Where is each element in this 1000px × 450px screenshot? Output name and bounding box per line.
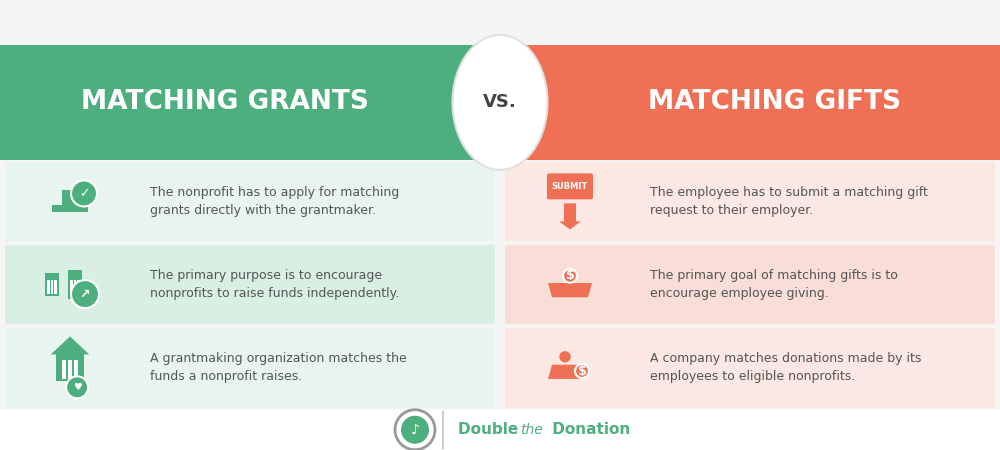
Text: The primary goal of matching gifts is to
encourage employee giving.: The primary goal of matching gifts is to…: [650, 269, 898, 300]
Bar: [0, 410, 1000, 450]
Ellipse shape: [452, 35, 548, 170]
Bar: [5, 162, 495, 241]
Text: ♥: ♥: [73, 382, 81, 392]
Bar: [505, 328, 995, 408]
Bar: [51, 280, 53, 294]
Polygon shape: [548, 283, 592, 297]
Text: A company matches donations made by its
employees to eligible nonprofits.: A company matches donations made by its …: [650, 352, 921, 383]
Bar: [56, 355, 84, 381]
Text: The nonprofit has to apply for matching
grants directly with the grantmaker.: The nonprofit has to apply for matching …: [150, 186, 399, 217]
Bar: [68, 360, 72, 379]
Text: VS.: VS.: [483, 94, 517, 112]
FancyBboxPatch shape: [547, 173, 593, 199]
Bar: [505, 162, 995, 241]
Text: MATCHING GRANTS: MATCHING GRANTS: [81, 90, 369, 115]
Bar: [74, 280, 76, 297]
Circle shape: [563, 269, 577, 283]
Text: Double: Double: [458, 422, 524, 437]
Bar: [5, 245, 495, 324]
Polygon shape: [548, 364, 582, 379]
Bar: [68, 270, 82, 299]
Bar: [500, 45, 1000, 160]
Text: The employee has to submit a matching gift
request to their employer.: The employee has to submit a matching gi…: [650, 186, 928, 217]
Polygon shape: [52, 190, 88, 212]
Text: $: $: [566, 269, 574, 282]
Text: the: the: [520, 423, 543, 437]
Bar: [47, 280, 50, 294]
Polygon shape: [51, 337, 89, 355]
Circle shape: [401, 416, 429, 444]
Circle shape: [71, 280, 99, 308]
Text: ↗: ↗: [80, 288, 90, 301]
Text: ♪: ♪: [411, 423, 419, 437]
Circle shape: [575, 364, 589, 378]
Bar: [0, 45, 500, 160]
Bar: [5, 328, 495, 408]
Bar: [54, 280, 57, 294]
FancyArrow shape: [559, 203, 581, 230]
Text: The primary purpose is to encourage
nonprofits to raise funds independently.: The primary purpose is to encourage nonp…: [150, 269, 399, 300]
Circle shape: [559, 351, 571, 363]
Text: Donation: Donation: [547, 422, 630, 437]
Bar: [62, 360, 66, 379]
Text: MATCHING GIFTS: MATCHING GIFTS: [648, 90, 902, 115]
Bar: [74, 360, 78, 379]
Text: $: $: [578, 364, 586, 378]
Circle shape: [71, 180, 97, 207]
Text: ✓: ✓: [79, 187, 89, 200]
Bar: [70, 280, 73, 297]
Text: SUBMIT: SUBMIT: [552, 182, 588, 191]
Bar: [45, 273, 59, 297]
Circle shape: [66, 376, 88, 398]
Text: A grantmaking organization matches the
funds a nonprofit raises.: A grantmaking organization matches the f…: [150, 352, 407, 383]
Bar: [77, 280, 80, 297]
Bar: [505, 245, 995, 324]
